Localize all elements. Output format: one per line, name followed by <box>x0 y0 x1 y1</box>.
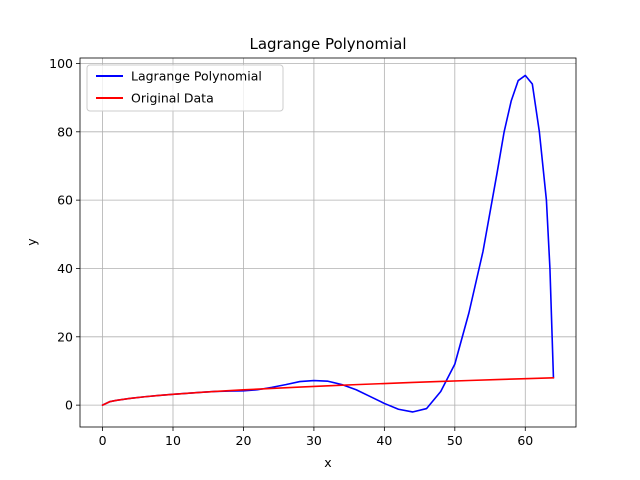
x-axis-label: x <box>324 455 331 470</box>
legend-label-lagrange: Lagrange Polynomial <box>131 69 262 84</box>
y-tick-label: 60 <box>57 193 73 208</box>
legend-label-original: Original Data <box>131 91 214 106</box>
y-tick-label: 100 <box>49 56 73 71</box>
x-tick-label: 30 <box>306 433 322 448</box>
series-line-original <box>101 376 555 406</box>
grid <box>80 58 576 427</box>
x-tick-label: 10 <box>165 433 181 448</box>
y-tick-label: 20 <box>57 329 73 344</box>
x-tick-label: 50 <box>447 433 463 448</box>
y-axis-label: y <box>24 238 39 246</box>
series-layer <box>101 74 555 413</box>
plot-frame <box>79 57 577 428</box>
y-axis: 0 20 40 60 80 100 <box>49 56 80 413</box>
x-axis: 0 10 20 30 40 50 60 <box>99 427 533 448</box>
x-tick-label: 20 <box>236 433 252 448</box>
legend: Lagrange Polynomial Original Data <box>86 64 284 112</box>
y-tick-label: 80 <box>57 124 73 139</box>
x-tick-label: 40 <box>376 433 392 448</box>
x-tick-label: 60 <box>517 433 533 448</box>
legend-box <box>86 64 284 112</box>
y-tick-label: 40 <box>57 261 73 276</box>
chart-title: Lagrange Polynomial <box>249 35 406 53</box>
y-tick-label: 0 <box>65 398 73 413</box>
x-tick-label: 0 <box>99 433 107 448</box>
